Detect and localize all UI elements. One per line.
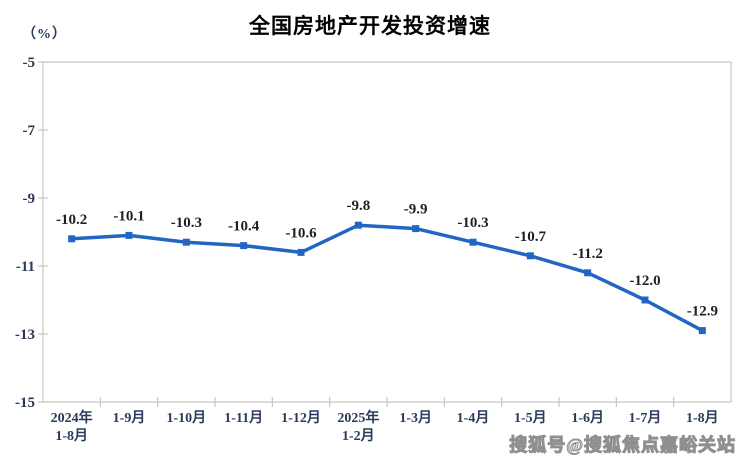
data-point-marker — [641, 296, 649, 304]
y-axis-tick-label: -7 — [23, 123, 36, 139]
x-axis-category-label: 1-6月 — [571, 410, 604, 426]
data-point-marker — [182, 238, 190, 246]
data-point-marker — [240, 242, 248, 250]
y-axis-tick-label: -11 — [16, 259, 35, 275]
x-axis-category-label: 1-9月 — [113, 410, 146, 426]
data-point-marker — [469, 238, 477, 246]
data-point-label: -10.2 — [56, 212, 87, 228]
data-point-marker — [354, 221, 362, 229]
y-axis-unit-label: （%） — [22, 27, 67, 42]
watermark-text: 搜狐号@搜狐焦点嘉峪关站 — [509, 435, 736, 455]
x-axis-category-label: 1-5月 — [514, 410, 547, 426]
data-point-marker — [526, 252, 534, 260]
data-point-label: -10.3 — [171, 215, 202, 231]
x-axis-category-label: 1-11月 — [224, 410, 263, 426]
x-axis-category-label: 1-3月 — [399, 410, 432, 426]
data-point-label: -12.9 — [687, 304, 718, 320]
y-axis-tick-label: -15 — [15, 395, 35, 411]
x-axis-category-label: 1-4月 — [457, 410, 490, 426]
x-axis-category-label: 2025年 1-2月 — [337, 409, 379, 444]
data-point-label: -9.9 — [404, 202, 428, 218]
data-point-marker — [125, 231, 133, 239]
data-point-marker — [584, 269, 592, 277]
x-axis-category-label: 1-8月 — [686, 410, 719, 426]
data-point-label: -10.3 — [457, 215, 488, 231]
data-point-label: -11.2 — [572, 246, 602, 262]
data-point-marker — [297, 248, 305, 256]
data-point-label: -9.8 — [346, 198, 370, 214]
data-point-marker — [68, 235, 76, 243]
chart-title: 全国房地产开发投资增速 — [249, 15, 491, 38]
x-axis-category-label: 2024年 1-8月 — [51, 409, 93, 444]
data-point-label: -10.1 — [113, 208, 144, 224]
data-point-marker — [698, 327, 706, 335]
y-axis-tick-label: -5 — [23, 55, 36, 71]
y-axis-tick-label: -9 — [23, 191, 36, 207]
data-point-label: -10.4 — [228, 219, 260, 235]
x-axis-category-label: 1-12月 — [281, 410, 321, 426]
data-point-label: -10.7 — [515, 229, 547, 245]
data-point-label: -12.0 — [629, 273, 660, 289]
data-point-marker — [412, 225, 420, 233]
x-axis-category-label: 1-7月 — [629, 410, 662, 426]
plot-frame — [42, 61, 732, 403]
x-axis-category-label: 1-10月 — [166, 410, 206, 426]
y-axis-tick-label: -13 — [15, 327, 35, 343]
series-line — [69, 223, 705, 333]
data-point-label: -10.6 — [285, 225, 317, 241]
